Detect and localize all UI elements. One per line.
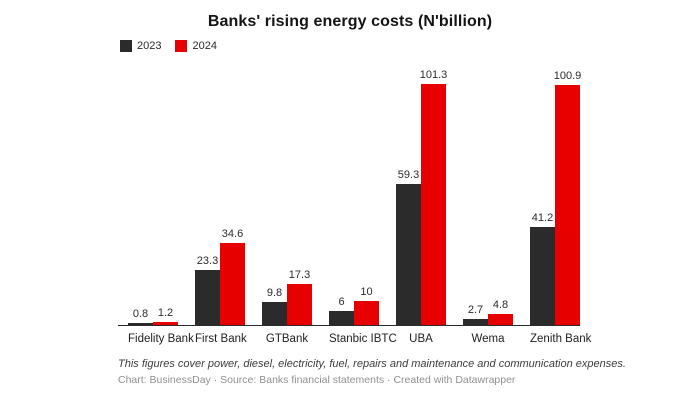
value-label: 0.8 xyxy=(132,308,149,320)
legend-swatch-2023 xyxy=(120,40,132,52)
value-label: 2.7 xyxy=(467,304,484,316)
value-label: 9.8 xyxy=(266,287,283,299)
value-label: 1.2 xyxy=(157,307,174,319)
x-label-fidelity-bank: Fidelity Bank xyxy=(128,333,194,345)
bar-2024-wema: 4.8 xyxy=(488,299,513,325)
x-label-first-bank: First Bank xyxy=(195,333,247,345)
bar-2024-fidelity-bank: 1.2 xyxy=(153,307,178,325)
bar-group-fidelity-bank: 0.8 1.2 xyxy=(128,307,178,325)
value-label: 23.3 xyxy=(196,255,219,267)
value-label: 6 xyxy=(338,296,345,308)
legend-swatch-2024 xyxy=(175,40,188,52)
bar-2024-first-bank: 34.6 xyxy=(220,228,245,325)
bar-group-stanbic-ibtc: 6 10 xyxy=(329,286,379,325)
x-label-gtbank: GTBank xyxy=(265,333,309,345)
legend-item-2023: 2023 xyxy=(120,40,161,52)
bar-2023-gtbank: 9.8 xyxy=(262,287,287,325)
credit-line: Chart: BusinessDay · Source: Banks finan… xyxy=(118,374,516,386)
legend-label-2023: 2023 xyxy=(137,40,162,52)
bar-2024-stanbic-ibtc: 10 xyxy=(354,286,379,325)
footnote: This figures cover power, diesel, electr… xyxy=(118,358,626,370)
value-label: 10 xyxy=(360,286,373,298)
bar-2023-zenith-bank: 41.2 xyxy=(530,212,555,325)
value-label: 17.3 xyxy=(288,269,311,281)
x-label-zenith-bank: Zenith Bank xyxy=(530,333,592,345)
value-label: 34.6 xyxy=(221,228,244,240)
value-label: 4.8 xyxy=(492,299,509,311)
x-label-uba: UBA xyxy=(409,333,433,345)
x-label-wema: Wema xyxy=(471,333,505,345)
value-label: 100.9 xyxy=(553,70,582,82)
bar-group-uba: 59.3 101.3 xyxy=(396,69,447,325)
legend-item-2024: 2024 xyxy=(175,40,217,52)
legend-label-2024: 2024 xyxy=(192,40,217,52)
bar-2024-uba: 101.3 xyxy=(420,69,447,325)
bar-2023-uba: 59.3 xyxy=(396,169,421,325)
value-label: 59.3 xyxy=(397,169,420,181)
value-label: 41.2 xyxy=(531,212,554,224)
bar-2023-first-bank: 23.3 xyxy=(195,255,220,325)
bar-group-first-bank: 23.3 34.6 xyxy=(195,228,245,325)
legend: 2023 2024 xyxy=(120,40,700,52)
value-label: 101.3 xyxy=(419,69,448,81)
bar-2024-zenith-bank: 100.9 xyxy=(554,70,581,325)
footer-notes: This figures cover power, diesel, electr… xyxy=(118,358,700,386)
x-axis-labels: Fidelity Bank First Bank GTBank Stanbic IBT… xyxy=(118,333,592,345)
chart-title: Banks' rising energy costs (N'billion) xyxy=(207,13,493,30)
x-label-stanbic-ibtc: Stanbic IBTC xyxy=(329,333,397,345)
bar-group-zenith-bank: 41.2 100.9 xyxy=(530,70,581,325)
bar-group-gtbank: 9.8 17.3 xyxy=(262,269,312,325)
bar-2023-stanbic-ibtc: 6 xyxy=(329,296,354,325)
bar-2023-wema: 2.7 xyxy=(463,304,488,325)
bar-group-wema: 2.7 4.8 xyxy=(463,299,513,325)
bar-2024-gtbank: 17.3 xyxy=(287,269,312,325)
bar-2023-fidelity-bank: 0.8 xyxy=(128,308,153,325)
plot-area: 0.8 1.2 23.3 34.6 9.8 17.3 6 10 59.3 101.3 2.7 4.8 4… xyxy=(118,69,581,326)
